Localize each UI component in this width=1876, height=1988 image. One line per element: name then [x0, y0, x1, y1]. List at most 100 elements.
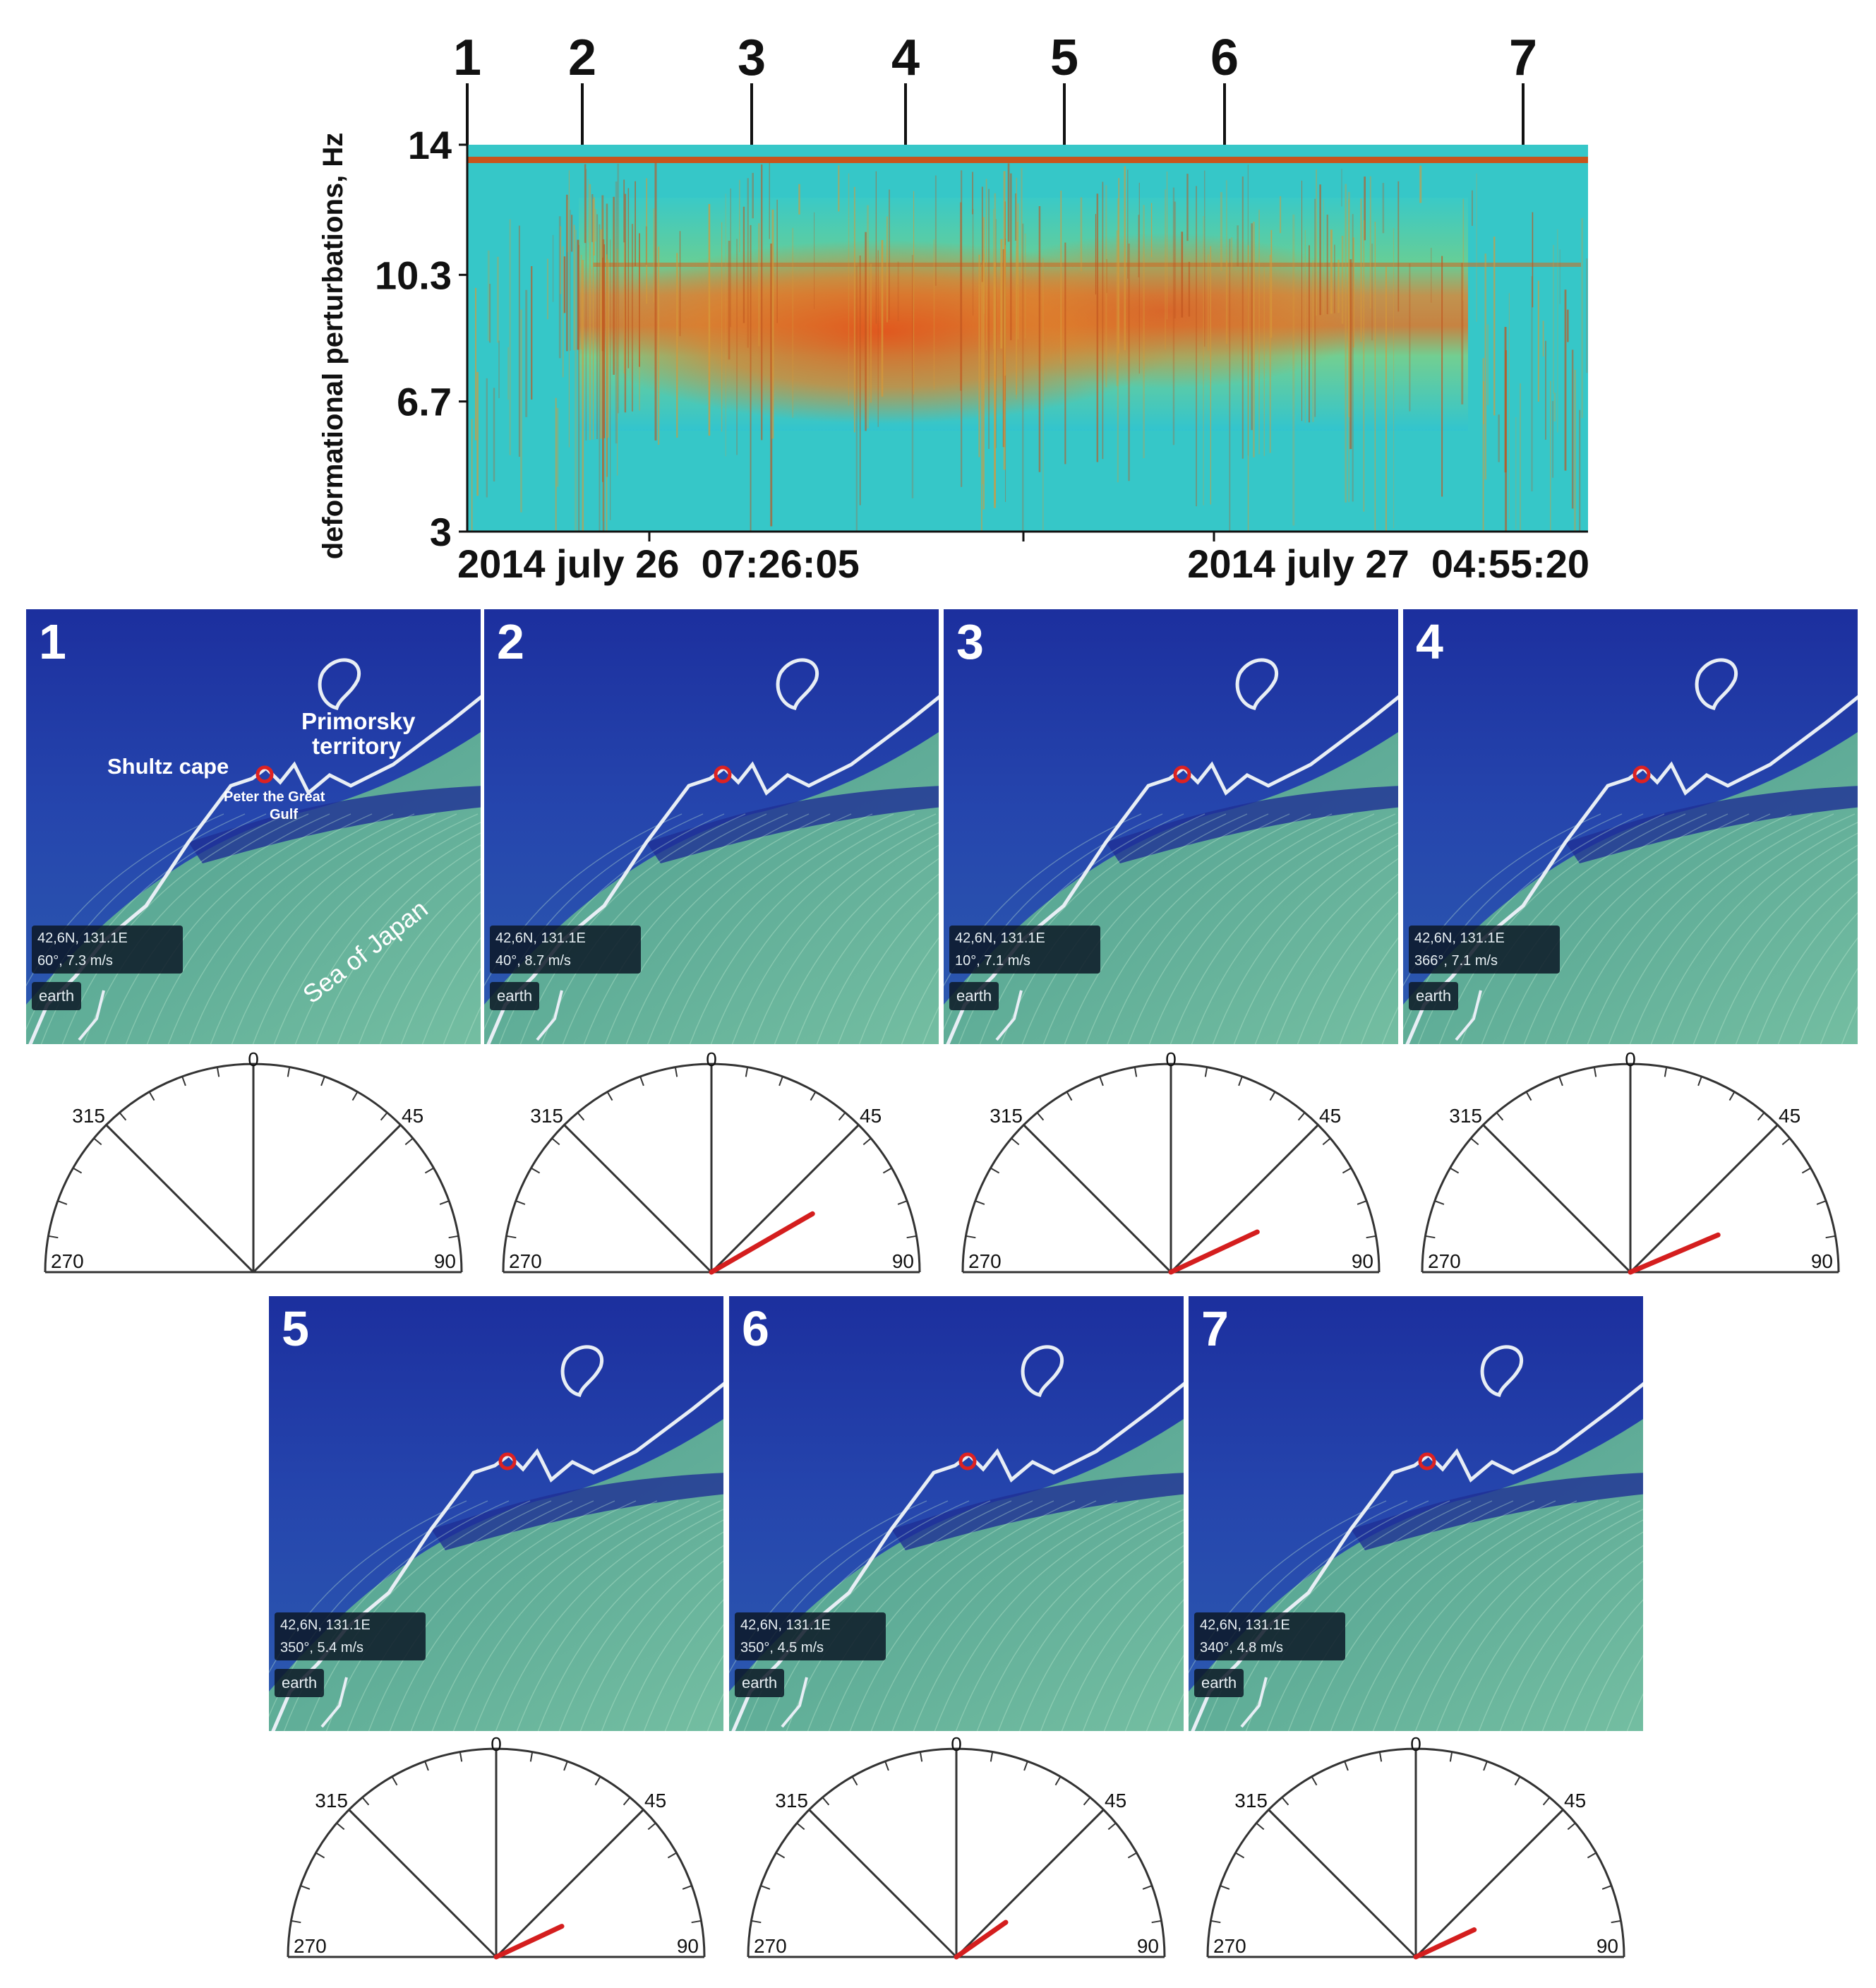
spectrogram-streak — [520, 309, 522, 513]
spectrogram-streak — [1345, 184, 1347, 503]
wind-streamline — [294, 832, 481, 1044]
earth-button[interactable]: earth — [1194, 1669, 1244, 1697]
compass-tick — [882, 1167, 893, 1174]
wind-streamline — [167, 813, 394, 1044]
wind-map — [26, 609, 481, 1044]
compass-spoke — [1023, 1124, 1172, 1274]
spectrogram-y-tick-label: 3 — [430, 510, 452, 554]
coastline-island — [1240, 1677, 1268, 1728]
spectrogram-streak — [1581, 218, 1583, 419]
spectrogram-streak — [577, 239, 579, 350]
spectrogram-streak — [1196, 186, 1197, 507]
spectrogram-streak — [1225, 180, 1227, 268]
compass-tick — [448, 1235, 459, 1239]
spectrogram-streak — [1550, 381, 1551, 532]
spectrogram-streak — [1341, 169, 1342, 207]
location-marker — [958, 1452, 977, 1471]
spectrogram-streak — [617, 163, 620, 414]
coordinates-text: 42,6N, 131.1E — [37, 930, 128, 946]
spectrogram-streak — [750, 224, 752, 532]
compass-tick — [1357, 1200, 1367, 1205]
spectrogram-streak — [1016, 177, 1018, 395]
wind-streamline — [1457, 1519, 1643, 1731]
spectrogram-streak — [475, 287, 476, 441]
wind-streamline — [1372, 1500, 1599, 1731]
spectrogram-streak — [1567, 309, 1569, 342]
wind-streamline — [1254, 858, 1398, 1044]
panel-number: 4 — [1416, 614, 1443, 669]
compass-tick — [1434, 1200, 1445, 1205]
wind-streamline — [389, 1500, 615, 1731]
compass-tick — [515, 1200, 526, 1205]
spectrogram-streak — [933, 239, 935, 390]
wind-streamline — [901, 967, 939, 1044]
compass-tick — [1107, 1822, 1117, 1831]
compass-tick — [751, 1920, 762, 1924]
compass-label-90: 90 — [1352, 1250, 1373, 1272]
spectrogram-streak — [1574, 369, 1576, 532]
lake-outline — [1235, 658, 1279, 710]
compass-spoke — [808, 1809, 958, 1958]
compass-tick — [1449, 1167, 1460, 1174]
earth-button[interactable]: earth — [32, 982, 82, 1010]
spectrogram-streak — [600, 229, 602, 439]
spectrogram-streak — [911, 255, 914, 498]
spectrogram-streak — [1138, 215, 1140, 277]
compass-label-0: 0 — [951, 1737, 962, 1755]
spectrogram-streak — [993, 209, 994, 349]
coordinates-text: 42,6N, 131.1E — [955, 930, 1045, 946]
wind-streamline — [1563, 1599, 1643, 1731]
wind-streamline — [1061, 1560, 1184, 1731]
spectrogram-streak — [994, 193, 997, 503]
wind-info-box: 42,6N, 131.1E 350°, 4.5 m/s — [735, 1612, 886, 1660]
compass-tick — [1514, 1776, 1521, 1786]
wind-streamline — [1148, 813, 1375, 1044]
earth-button[interactable]: earth — [735, 1669, 785, 1697]
wind-info-box: 42,6N, 131.1E 10°, 7.1 m/s — [949, 926, 1100, 974]
spectrogram-streak — [1441, 256, 1443, 497]
earth-button[interactable]: earth — [490, 982, 540, 1010]
wind-dark-band — [431, 1473, 723, 1550]
compass-label-315: 315 — [530, 1105, 563, 1127]
compass-tick — [315, 1852, 325, 1859]
compass-tick — [639, 1076, 644, 1086]
wind-streamline — [879, 937, 939, 1044]
spectrogram-streak — [978, 254, 980, 457]
compass-tick — [919, 1752, 923, 1762]
wind-streamline — [474, 1500, 700, 1731]
spectrogram-streak — [742, 206, 745, 323]
earth-button[interactable]: earth — [949, 982, 999, 1010]
spectrogram-streak — [1559, 249, 1561, 304]
earth-button[interactable]: earth — [275, 1669, 325, 1697]
spectrogram-streak — [934, 175, 937, 286]
spectrogram-streak — [645, 226, 647, 265]
compass-label-315: 315 — [775, 1790, 808, 1812]
compass-tick — [1728, 1091, 1736, 1101]
wind-map-panel: 4 42,6N, 131.1E 366°, 7.1 m/s earth — [1401, 607, 1860, 1046]
earth-button[interactable]: earth — [1409, 982, 1459, 1010]
spectrogram-streak — [1531, 276, 1533, 491]
wind-streamline — [421, 937, 481, 1044]
wind-streamline — [1351, 1500, 1577, 1731]
spectrogram-streak — [1341, 236, 1344, 324]
compass-spoke — [1170, 1124, 1319, 1274]
wind-streamline — [1360, 967, 1398, 1044]
wind-compass: 0 315 45 270 90 — [747, 1737, 1166, 1960]
compass-tick — [1210, 1920, 1221, 1924]
wind-streamline — [807, 1500, 1033, 1731]
spectrogram-streak — [972, 208, 974, 316]
spectrogram-streak — [518, 225, 520, 457]
spectrogram-streak — [568, 170, 570, 448]
spectrogram-streak — [1015, 193, 1017, 241]
spectrogram-streak — [983, 253, 985, 314]
compass-tick — [606, 1091, 613, 1101]
spectrogram-streak — [730, 188, 731, 328]
compass-tick — [577, 1112, 585, 1121]
spectrogram-streak — [1064, 242, 1066, 465]
wind-streamline — [337, 858, 481, 1044]
compass-tick — [1801, 1167, 1812, 1174]
spectrogram-streak — [613, 196, 615, 375]
compass-label-270: 270 — [1213, 1935, 1246, 1957]
wind-streamline — [1671, 832, 1858, 1044]
spectrogram-streak — [1337, 259, 1340, 313]
